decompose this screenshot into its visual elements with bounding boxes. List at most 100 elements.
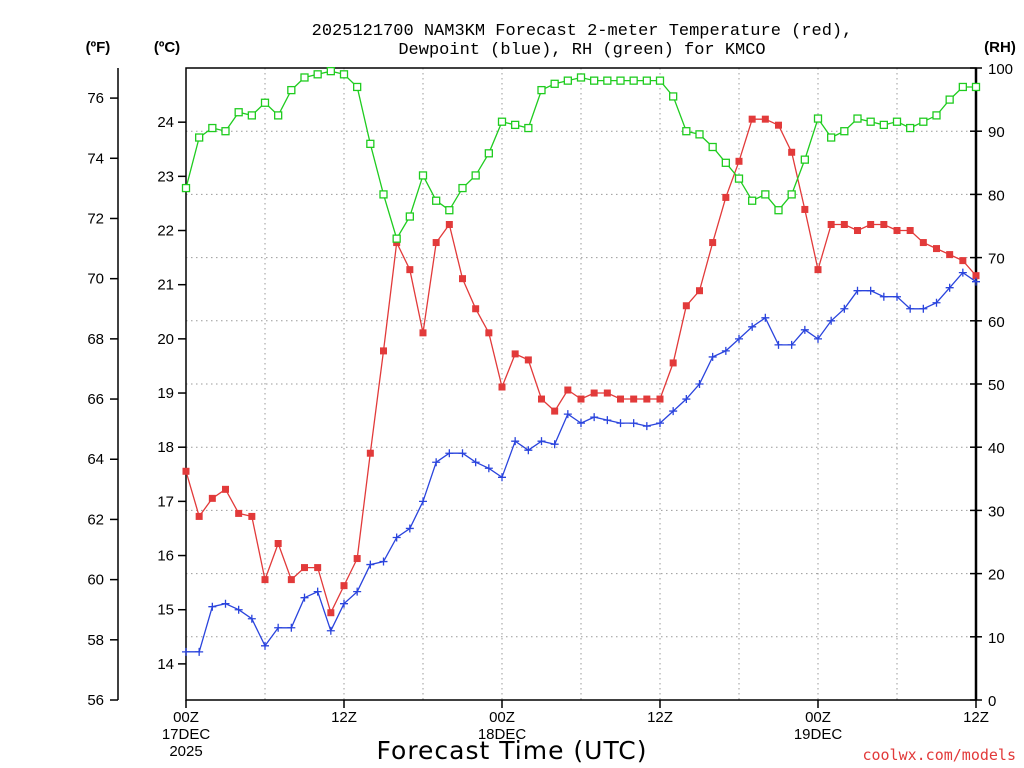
rh-point <box>511 120 520 130</box>
rh-point <box>603 76 612 85</box>
rh-point <box>221 127 230 136</box>
x-axis-tick-label: 17DEC <box>162 726 211 743</box>
temperature-point <box>867 220 875 228</box>
temperature-point <box>933 245 940 253</box>
rh-point <box>642 76 651 85</box>
axis-ticks: 56 58 60 62 64 66 68 70 72 74 76 14 15 16 17 18 19 20 21 22… <box>87 61 1013 760</box>
c-axis-tick-label: 14 <box>157 656 174 673</box>
x-axis-tick-label: 00Z <box>805 709 831 726</box>
temperature-point <box>590 389 598 397</box>
dewpoint-point <box>616 419 625 428</box>
f-axis-tick-label: 60 <box>87 572 104 589</box>
rh-point <box>919 117 928 126</box>
dewpoint-point <box>840 304 849 313</box>
dewpoint-point <box>379 557 388 566</box>
f-axis-tick-label: 72 <box>87 210 104 227</box>
dewpoint-point <box>893 292 901 301</box>
temperature-point <box>472 305 480 313</box>
rh-point <box>695 130 704 139</box>
x-axis-tick-label: 12Z <box>647 709 673 726</box>
rh-point <box>958 82 967 92</box>
c-axis-tick-label: 20 <box>157 331 174 348</box>
rh-point <box>866 117 875 126</box>
celsius-axis-unit: (ºC) <box>154 39 180 56</box>
rh-axis-tick-label: 20 <box>988 567 1005 584</box>
dewpoint-point <box>524 446 533 455</box>
dewpoint-point <box>511 437 520 446</box>
temperature-point <box>788 148 796 156</box>
rh-point <box>208 123 217 133</box>
rh-point <box>195 133 204 142</box>
c-axis-tick-label: 19 <box>157 385 174 402</box>
dewpoint-point <box>827 316 836 325</box>
dewpoint-point <box>629 419 638 428</box>
dewpoint-point <box>814 334 822 343</box>
c-axis-tick-label: 24 <box>157 114 174 131</box>
f-axis-tick-label: 56 <box>87 692 104 709</box>
temperature-point <box>709 239 717 247</box>
dewpoint-point <box>221 599 230 608</box>
dewpoint-point <box>748 322 757 331</box>
dewpoint-point <box>366 560 375 569</box>
rh-point <box>458 183 467 193</box>
temperature-point <box>972 272 980 280</box>
rh-point <box>721 158 730 167</box>
temperature-point <box>261 576 269 584</box>
c-axis-tick-label: 22 <box>157 223 174 240</box>
temperature-point <box>419 329 427 337</box>
temperature-point <box>287 576 295 584</box>
temperature-point <box>748 115 756 123</box>
temperature-point <box>880 220 888 228</box>
x-axis-tick-label: 12Z <box>331 709 357 726</box>
c-axis-tick-label: 16 <box>157 548 174 565</box>
temperature-point <box>630 395 638 403</box>
rh-point <box>550 79 559 88</box>
dewpoint-point <box>458 449 467 458</box>
dewpoint-point <box>208 602 217 611</box>
temperature-point <box>485 329 493 337</box>
dewpoint-point <box>274 623 283 632</box>
f-axis-tick-label: 64 <box>87 451 104 468</box>
temperature-point <box>814 266 822 274</box>
rh-point <box>484 149 493 158</box>
f-axis-tick-label: 76 <box>87 90 104 107</box>
rh-point <box>497 117 507 126</box>
rh-axis-tick-label: 60 <box>988 314 1005 331</box>
c-axis-tick-label: 23 <box>157 168 174 185</box>
chart-title-line-2: Dewpoint (blue), RH (green) for KMCO <box>398 41 765 60</box>
temperature-point <box>761 115 769 123</box>
dewpoint-point <box>656 419 664 428</box>
dewpoint-point <box>577 419 585 428</box>
dewpoint-point <box>313 587 322 596</box>
x-axis-tick-label: 19DEC <box>794 726 843 743</box>
rh-point <box>418 171 428 180</box>
rh-axis-tick-label: 40 <box>988 440 1005 457</box>
rh-point <box>761 190 770 199</box>
x-axis-tick-label: 2025 <box>169 743 202 760</box>
rh-axis-unit: (RH) <box>984 39 1016 56</box>
rh-point <box>774 206 783 215</box>
dewpoint-point <box>419 497 427 506</box>
rh-point <box>669 92 678 101</box>
rh-point <box>366 139 375 148</box>
dewpoint-point <box>879 292 888 301</box>
rh-point <box>655 76 665 85</box>
temperature-point <box>248 512 256 520</box>
dewpoint-point <box>774 340 783 349</box>
rh-point <box>392 234 401 243</box>
temperature-point <box>577 395 585 403</box>
dewpoint-point <box>945 283 954 292</box>
temperature-point <box>564 386 572 394</box>
c-axis-tick-label: 15 <box>157 602 174 619</box>
temperature-point <box>840 220 848 228</box>
rh-point <box>629 76 638 85</box>
f-axis-tick-label: 70 <box>87 271 104 288</box>
rh-axis-tick-label: 100 <box>988 61 1013 78</box>
rh-point <box>471 171 480 180</box>
temperature-point <box>235 509 243 517</box>
temperature-point <box>959 257 967 265</box>
rh-axis-tick-label: 50 <box>988 377 1005 394</box>
temperature-point <box>946 251 954 259</box>
rh-point <box>945 95 954 104</box>
rh-point <box>247 111 256 120</box>
